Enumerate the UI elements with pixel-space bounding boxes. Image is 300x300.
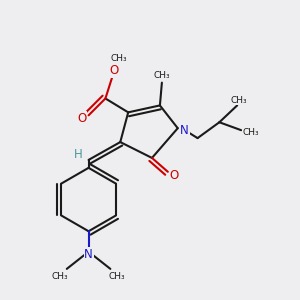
- Text: CH₃: CH₃: [52, 272, 68, 281]
- Text: O: O: [77, 112, 86, 125]
- Text: CH₃: CH₃: [243, 128, 260, 137]
- Text: CH₃: CH₃: [154, 71, 170, 80]
- Text: O: O: [110, 64, 119, 77]
- Text: O: O: [169, 169, 178, 182]
- Text: N: N: [84, 248, 93, 260]
- Text: CH₃: CH₃: [231, 96, 247, 105]
- Text: CH₃: CH₃: [109, 272, 126, 281]
- Text: N: N: [180, 124, 189, 137]
- Text: CH₃: CH₃: [111, 54, 128, 63]
- Text: H: H: [74, 148, 83, 161]
